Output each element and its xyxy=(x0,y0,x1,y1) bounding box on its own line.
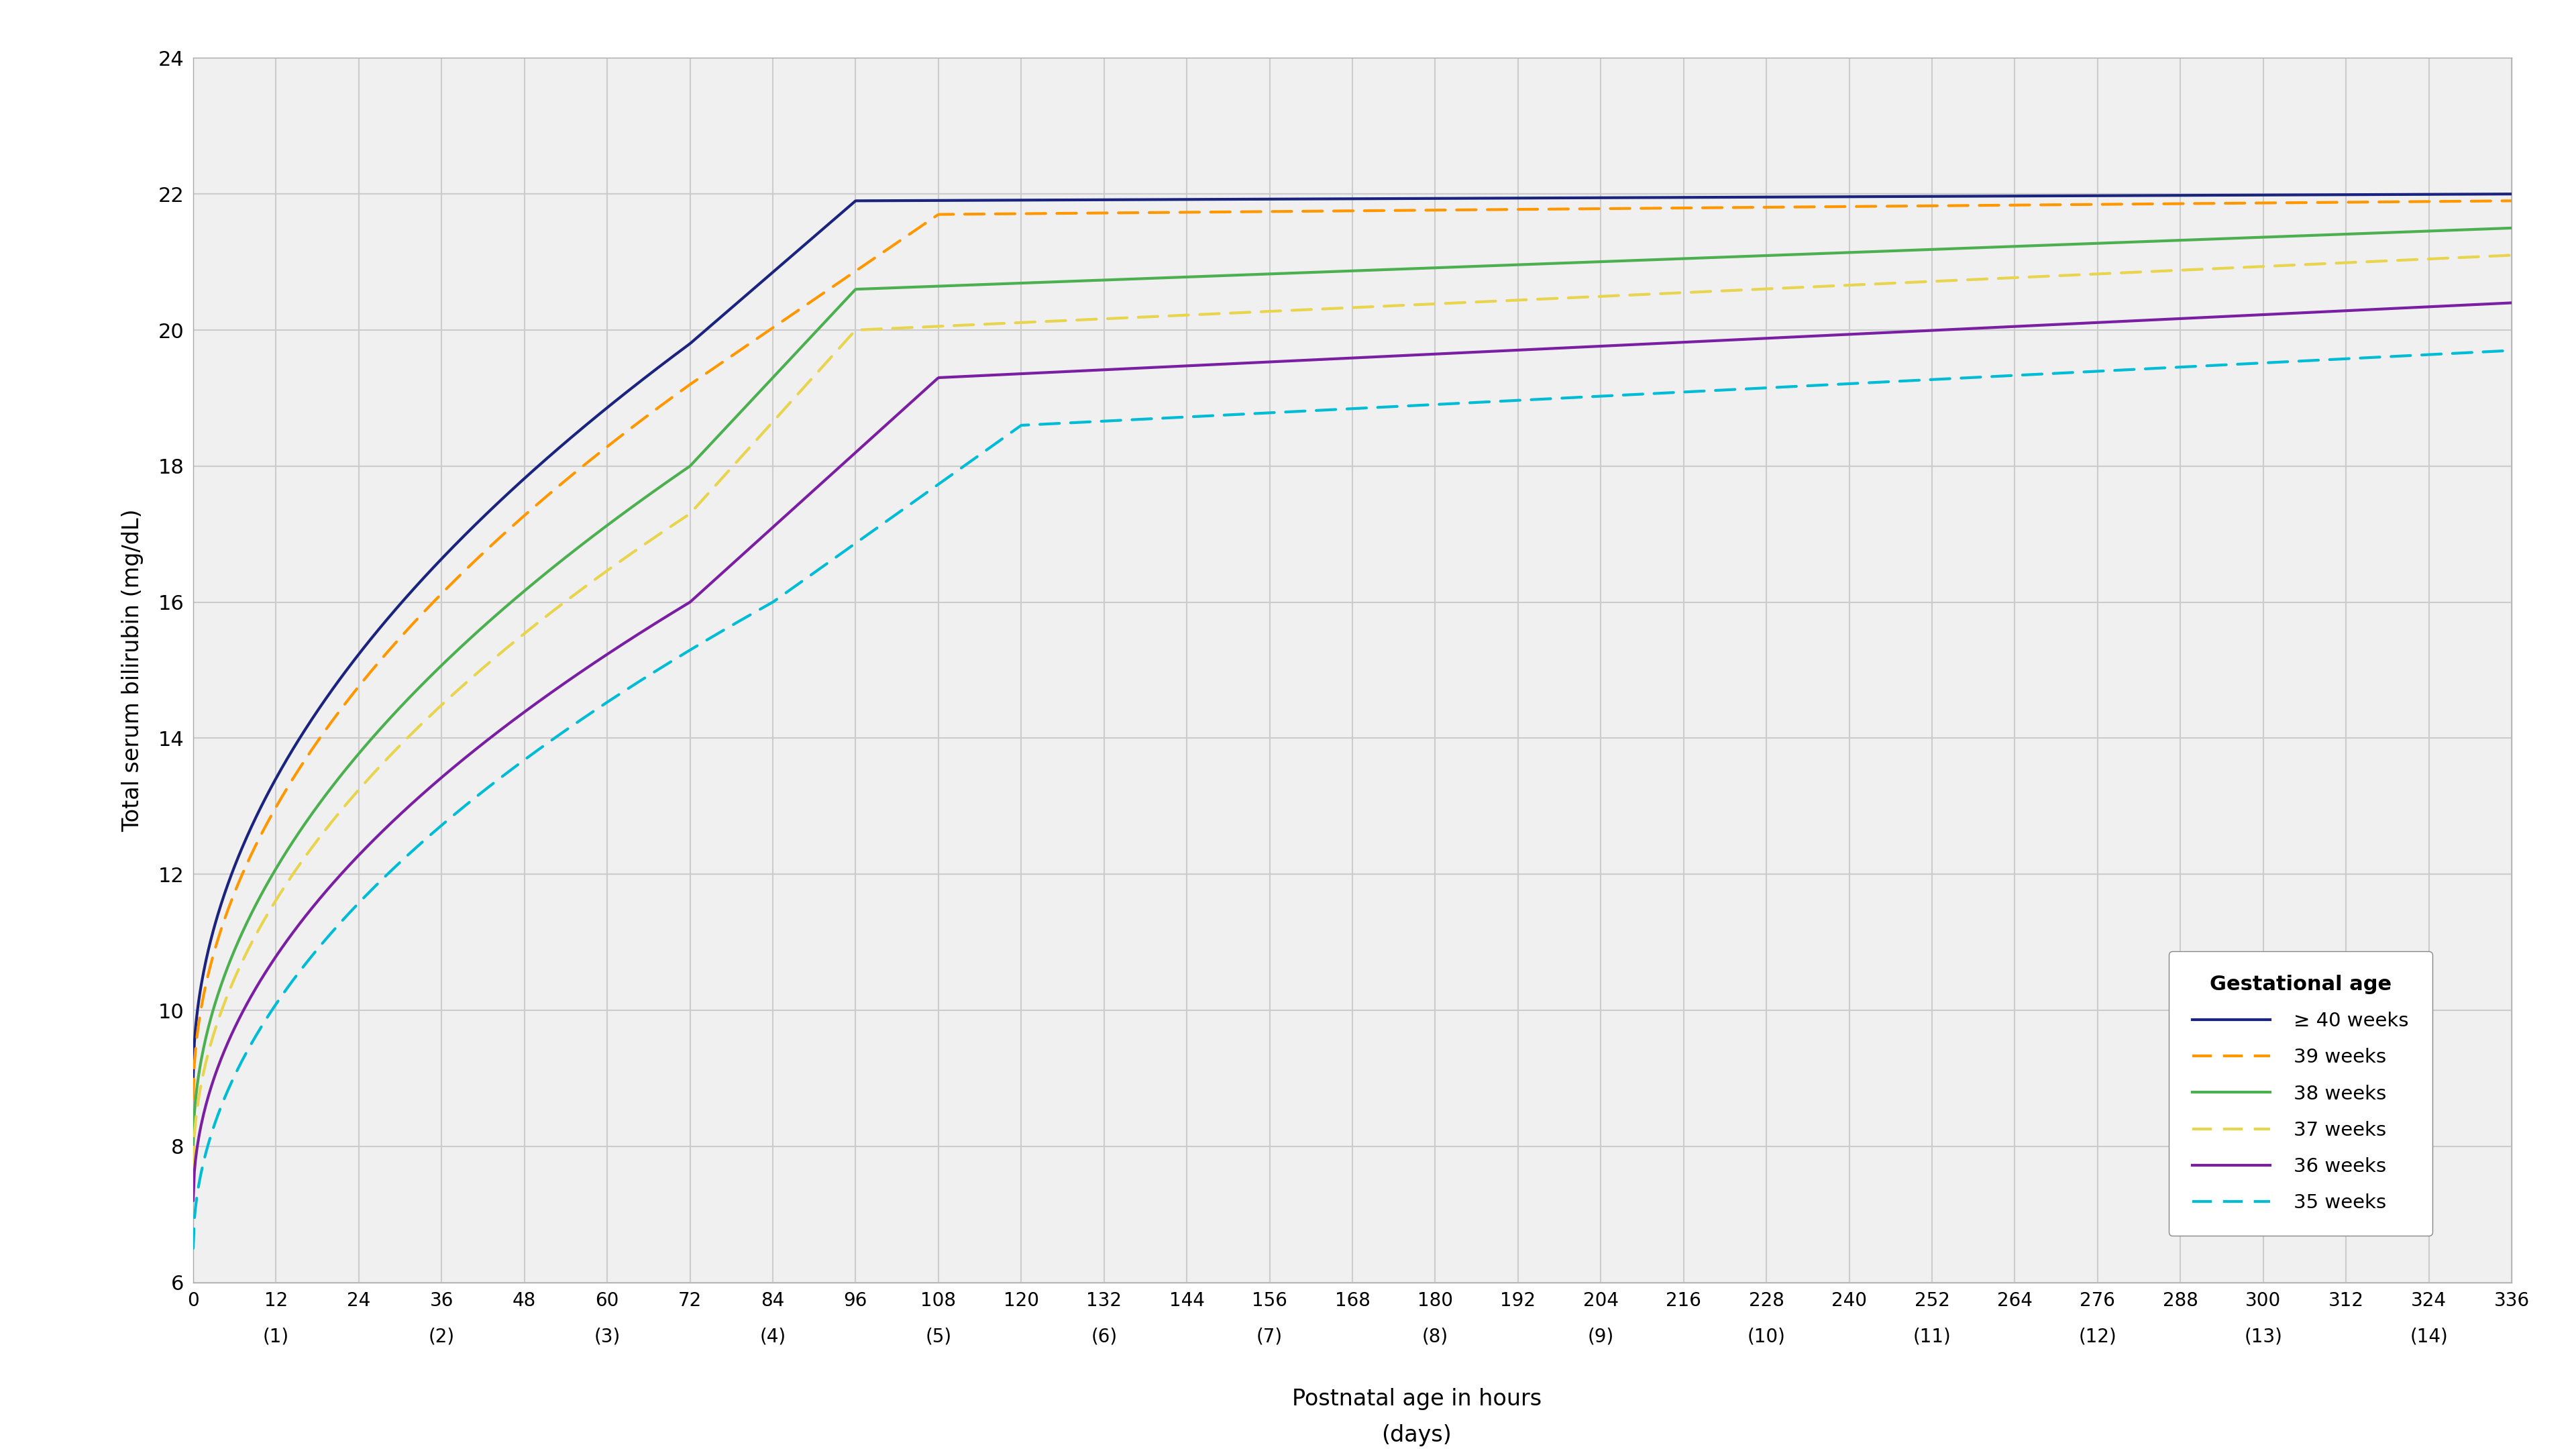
Text: (13): (13) xyxy=(2244,1327,2282,1346)
Text: (3): (3) xyxy=(595,1327,621,1346)
Text: (8): (8) xyxy=(1422,1327,1448,1346)
Text: (12): (12) xyxy=(2079,1327,2117,1346)
Text: (7): (7) xyxy=(1257,1327,1283,1346)
Y-axis label: Total serum bilirubin (mg/dL): Total serum bilirubin (mg/dL) xyxy=(121,509,144,832)
Text: (5): (5) xyxy=(925,1327,951,1346)
Text: (1): (1) xyxy=(263,1327,289,1346)
Text: (14): (14) xyxy=(2409,1327,2447,1346)
Legend: ≥ 40 weeks, 39 weeks, 38 weeks, 37 weeks, 36 weeks, 35 weeks: ≥ 40 weeks, 39 weeks, 38 weeks, 37 weeks… xyxy=(2169,951,2432,1236)
Text: (11): (11) xyxy=(1914,1327,1950,1346)
Text: Postnatal age in hours
(days): Postnatal age in hours (days) xyxy=(1293,1388,1540,1446)
Text: (10): (10) xyxy=(1747,1327,1785,1346)
Text: (9): (9) xyxy=(1587,1327,1615,1346)
Text: (6): (6) xyxy=(1090,1327,1118,1346)
Text: (4): (4) xyxy=(760,1327,786,1346)
Text: (2): (2) xyxy=(428,1327,456,1346)
